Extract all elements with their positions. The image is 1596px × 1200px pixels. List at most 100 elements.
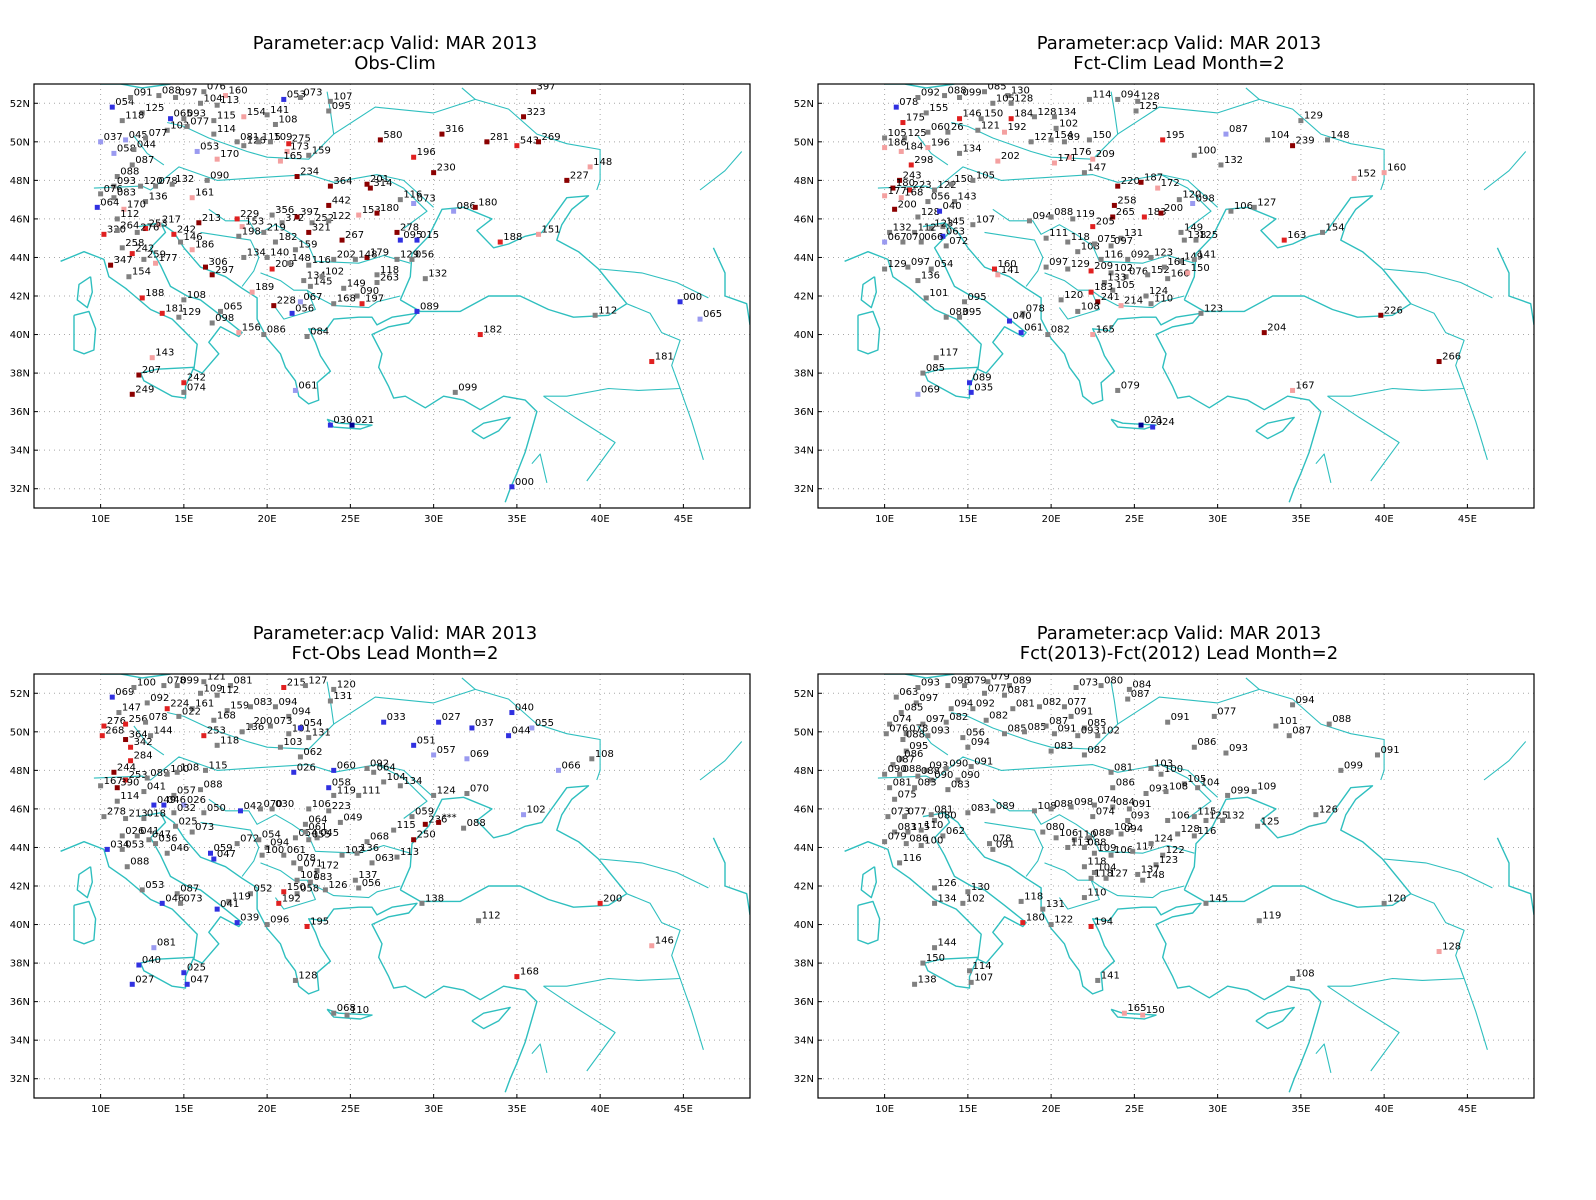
station-marker bbox=[882, 193, 888, 199]
station-marker bbox=[1338, 767, 1344, 773]
station-value: 064 bbox=[308, 814, 327, 825]
station-marker bbox=[1031, 808, 1037, 814]
lon-tick-label: 45E bbox=[674, 514, 693, 525]
station-value: 179 bbox=[370, 247, 389, 258]
lat-tick-label: 36N bbox=[794, 407, 814, 418]
station-value: 241 bbox=[1101, 292, 1120, 303]
station-value: 141 bbox=[1001, 265, 1020, 276]
station-marker bbox=[297, 754, 303, 760]
station-marker bbox=[882, 239, 888, 245]
station-value: 278 bbox=[400, 222, 419, 233]
station-value: 081 bbox=[1114, 762, 1133, 773]
station-value: 091 bbox=[134, 87, 153, 98]
station-marker bbox=[331, 256, 337, 262]
station-marker bbox=[327, 183, 333, 189]
station-value: 181 bbox=[655, 352, 674, 363]
panel-title: Parameter:acp Valid: MAR 2013 Fct(2013)-… bbox=[784, 624, 1574, 664]
station-marker bbox=[1326, 721, 1332, 727]
station-value: 131 bbox=[1124, 228, 1143, 239]
station-marker bbox=[226, 898, 232, 904]
station-value: 110 bbox=[350, 1005, 369, 1016]
station-value: 268 bbox=[105, 726, 124, 737]
station-value: 078 bbox=[899, 97, 918, 108]
station-value: 196 bbox=[417, 147, 436, 158]
lon-tick-label: 40E bbox=[1375, 514, 1394, 525]
station-value: 065 bbox=[223, 301, 242, 312]
station-value: 249 bbox=[135, 384, 154, 395]
station-marker bbox=[1053, 835, 1059, 841]
station-value: 094 bbox=[1296, 695, 1315, 706]
lat-tick-label: 32N bbox=[10, 484, 30, 495]
station-value: 154 bbox=[1326, 222, 1345, 233]
station-marker bbox=[306, 229, 312, 235]
station-marker bbox=[1103, 875, 1109, 881]
country-border bbox=[1327, 893, 1465, 987]
station-value: 122 bbox=[332, 211, 351, 222]
country-border bbox=[1117, 688, 1385, 781]
station-value: 116 bbox=[403, 190, 422, 201]
station-value: 131 bbox=[1046, 899, 1065, 910]
station-marker bbox=[104, 846, 110, 852]
station-value: 074 bbox=[187, 382, 206, 393]
station-marker bbox=[131, 147, 137, 153]
lat-tick-label: 32N bbox=[10, 1074, 30, 1085]
station-value: 253 bbox=[149, 219, 168, 230]
country-border bbox=[1245, 87, 1260, 100]
station-marker bbox=[131, 684, 137, 690]
station-marker bbox=[297, 866, 303, 872]
station-marker bbox=[918, 827, 924, 833]
station-marker bbox=[1110, 785, 1116, 791]
station-marker bbox=[144, 700, 150, 706]
station-marker bbox=[932, 945, 938, 951]
station-marker bbox=[411, 837, 417, 843]
country-border bbox=[333, 688, 601, 781]
station-value: 087 bbox=[1292, 726, 1311, 737]
station-marker bbox=[1121, 1010, 1127, 1016]
coastline bbox=[73, 310, 97, 355]
station-value: 102 bbox=[325, 267, 344, 278]
station-marker bbox=[149, 355, 155, 361]
lon-tick-label: 35E bbox=[507, 1104, 526, 1115]
station-value: 040 bbox=[515, 703, 534, 714]
station-marker bbox=[119, 833, 125, 839]
station-marker bbox=[153, 841, 159, 847]
station-marker bbox=[272, 121, 278, 127]
station-value: 112 bbox=[120, 209, 139, 220]
station-value: 118 bbox=[1071, 232, 1090, 243]
station-value: 072 bbox=[949, 236, 968, 247]
station-value: 087 bbox=[896, 755, 915, 766]
station-value: 207 bbox=[142, 365, 161, 376]
station-value: 061 bbox=[287, 845, 306, 856]
station-value: 177 bbox=[888, 186, 907, 197]
station-marker bbox=[136, 962, 142, 968]
station-value: 094 bbox=[971, 737, 990, 748]
station-marker bbox=[211, 856, 217, 862]
station-marker bbox=[1088, 268, 1094, 274]
station-marker bbox=[1160, 852, 1166, 858]
station-marker bbox=[422, 276, 428, 282]
station-value: 095 bbox=[403, 230, 422, 241]
coastline bbox=[471, 1006, 511, 1030]
station-value: 100 bbox=[170, 764, 189, 775]
station-value: 109 bbox=[204, 683, 223, 694]
station-marker bbox=[1141, 214, 1147, 220]
station-marker bbox=[1135, 98, 1141, 104]
station-marker bbox=[1191, 744, 1197, 750]
coastline bbox=[712, 247, 750, 326]
station-marker bbox=[294, 214, 300, 220]
station-value: 126 bbox=[328, 880, 347, 891]
station-marker bbox=[189, 195, 195, 201]
country-border bbox=[984, 231, 1044, 287]
station-marker bbox=[1040, 906, 1046, 912]
station-value: 224 bbox=[170, 699, 189, 710]
station-value: 115 bbox=[262, 132, 281, 143]
station-value: 090 bbox=[949, 758, 968, 769]
station-value: 088 bbox=[120, 167, 139, 178]
station-marker bbox=[1203, 817, 1209, 823]
station-marker bbox=[294, 891, 300, 897]
station-marker bbox=[1211, 713, 1217, 719]
station-marker bbox=[247, 723, 253, 729]
station-marker bbox=[452, 389, 458, 395]
